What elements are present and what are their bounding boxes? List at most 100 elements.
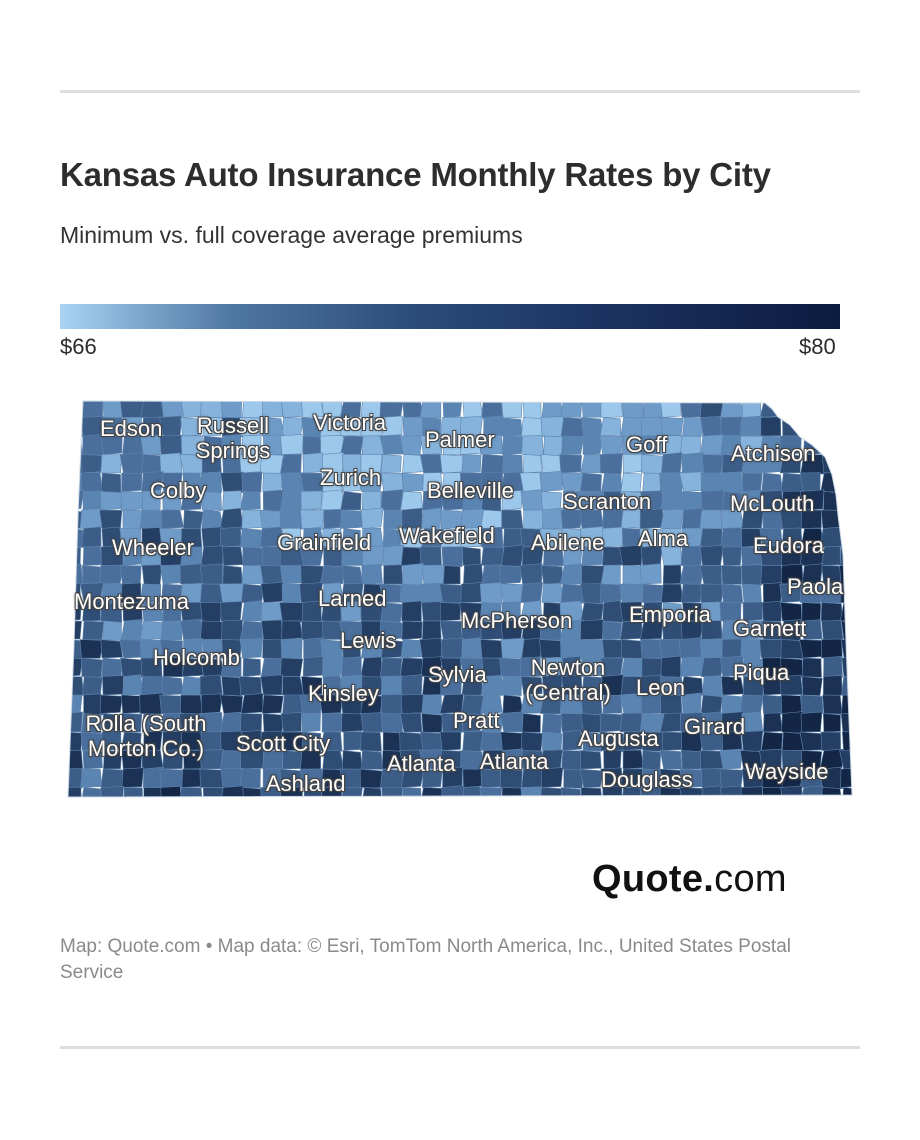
city-label-wakefield: Wakefield [399,523,495,548]
zip-region [761,472,784,493]
zip-region [359,768,383,789]
zip-region [262,713,285,733]
zip-region [280,657,304,677]
zip-region [761,694,785,715]
zip-region [700,768,724,788]
color-scale-legend [60,304,840,329]
legend-max-label: $80 [799,334,836,359]
zip-region [820,731,841,751]
zip-region [80,731,104,751]
zip-region [219,507,244,531]
zip-region [319,565,344,585]
zip-region [101,657,122,678]
city-label-eudora: Eudora [753,533,824,558]
zip-region [699,401,724,418]
zip-region [443,435,464,456]
zip-region [68,786,82,797]
page-title: Kansas Auto Insurance Monthly Rates by C… [60,156,771,193]
zip-region [82,676,103,696]
zip-region [140,676,164,696]
zip-region [382,731,403,753]
city-label-sylvia: Sylvia [428,662,487,687]
zip-region [441,546,464,567]
city-label-montezuma: Montezuma [74,589,189,614]
zip-region [821,620,844,640]
zip-region [839,435,852,456]
city-label-victoria: Victoria [313,410,386,435]
zip-region [161,509,184,529]
zip-region [462,546,481,567]
city-label-edson: Edson [100,416,163,441]
zip-region [341,656,362,677]
zip-region [402,787,423,797]
zip-region [699,528,723,548]
zip-region [640,490,664,511]
zip-region [240,693,264,714]
map-credits: Map: Quote.com • Map data: © Esri, TomTo… [60,936,791,983]
zip-region [239,620,264,641]
zip-region [680,583,703,603]
zip-region [121,767,145,788]
zip-region [501,509,524,531]
zip-region [260,657,283,678]
zip-region [539,787,565,797]
zip-region [520,676,543,696]
zip-region [102,401,124,418]
zip-region [519,656,541,677]
zip-region [499,417,523,437]
zip-region [382,544,404,568]
zip-region [659,401,681,418]
zip-region [740,786,763,797]
zip-region [580,583,604,605]
zip-region [621,401,644,420]
zip-region [162,490,182,511]
zip-region [780,472,804,494]
city-label-augusta: Augusta [578,726,659,751]
zip-region [841,730,852,751]
zip-region [539,528,562,548]
zip-region [779,435,802,455]
zip-region [343,731,363,751]
zip-region [741,509,764,529]
zip-region [680,401,704,418]
zip-region [602,620,623,640]
city-label-goff: Goff [626,432,668,457]
zip-region [183,509,204,530]
zip-region [640,639,663,659]
zip-region [459,435,481,455]
zip-region [323,509,344,529]
zip-region [121,619,143,641]
zip-region [160,620,183,641]
zip-region [679,565,705,585]
zip-region [800,694,824,714]
city-label-abilene: Abilene [531,530,605,555]
zip-region [139,509,165,530]
zip-region [481,546,504,566]
zip-region [799,582,824,604]
zip-region [841,620,852,641]
zip-region [680,712,704,733]
city-label-leon: Leon [636,675,685,700]
zip-region [103,750,123,770]
zip-region [819,582,843,604]
zip-region [82,490,104,511]
zip-region [279,602,304,623]
zip-region [322,620,342,640]
zip-region [463,563,484,585]
city-label-rolla: Rolla (South Morton Co.) [85,711,207,761]
zip-region [581,401,604,418]
zip-region [520,489,544,512]
zip-region [439,583,465,604]
zip-region [80,657,104,679]
zip-region [721,638,743,659]
zip-region [759,639,784,660]
zip-region [141,713,161,733]
zip-region [280,527,302,548]
zip-region [740,639,762,660]
zip-region [600,564,621,586]
city-label-belleville: Belleville [427,478,514,503]
zip-region [200,620,225,640]
zip-region [699,415,722,437]
zip-region [261,694,284,714]
zip-region [419,453,444,474]
